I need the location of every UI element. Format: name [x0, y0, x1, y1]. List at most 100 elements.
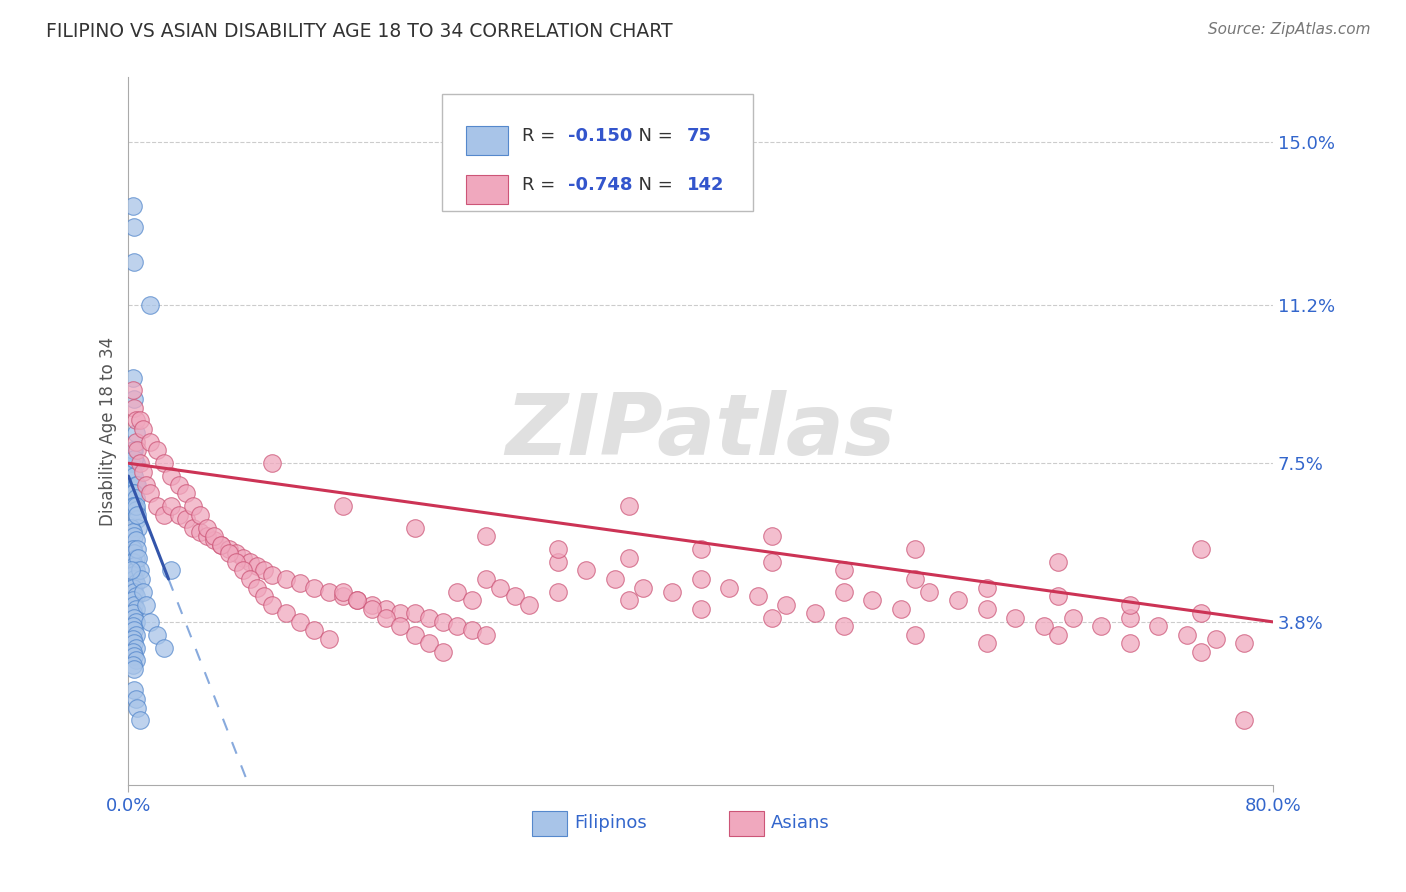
Point [404, 628, 426, 642]
Point [1175, 628, 1198, 642]
Point [121, 657, 143, 672]
Point [1119, 636, 1142, 650]
Point [124, 550, 146, 565]
Point [125, 477, 148, 491]
Point [122, 683, 145, 698]
Point [211, 538, 233, 552]
Point [121, 465, 143, 479]
Point [761, 610, 783, 624]
Point [374, 602, 396, 616]
Point [131, 572, 153, 586]
Point [121, 645, 143, 659]
Point [122, 662, 145, 676]
Point [122, 636, 145, 650]
Point [288, 615, 311, 629]
Point [120, 456, 142, 470]
Point [124, 628, 146, 642]
Point [225, 546, 247, 560]
Point [904, 628, 927, 642]
Point [404, 607, 426, 621]
Point [1047, 589, 1070, 603]
Point [689, 541, 711, 556]
Point [761, 529, 783, 543]
Point [122, 546, 145, 560]
Point [127, 550, 149, 565]
Point [1233, 714, 1256, 728]
Point [246, 559, 269, 574]
Point [121, 541, 143, 556]
Point [125, 443, 148, 458]
Point [122, 624, 145, 638]
Point [121, 567, 143, 582]
Point [121, 384, 143, 398]
Point [260, 598, 283, 612]
Point [124, 653, 146, 667]
Point [461, 593, 484, 607]
Point [146, 443, 169, 458]
Point [976, 602, 998, 616]
Point [139, 298, 162, 312]
Point [211, 538, 233, 552]
Point [1047, 628, 1070, 642]
Point [761, 555, 783, 569]
Point [603, 572, 626, 586]
Point [124, 413, 146, 427]
Point [181, 499, 204, 513]
Point [547, 541, 569, 556]
Text: FILIPINO VS ASIAN DISABILITY AGE 18 TO 34 CORRELATION CHART: FILIPINO VS ASIAN DISABILITY AGE 18 TO 3… [46, 22, 673, 41]
Point [503, 589, 526, 603]
Text: N =: N = [627, 176, 679, 194]
Text: ZIPatlas: ZIPatlas [506, 390, 896, 473]
Point [1189, 645, 1212, 659]
Point [122, 529, 145, 543]
Point [124, 491, 146, 505]
Point [446, 619, 468, 633]
Point [120, 520, 142, 534]
Point [1047, 555, 1070, 569]
Point [122, 220, 145, 235]
Text: Asians: Asians [770, 814, 830, 832]
Point [121, 199, 143, 213]
Point [475, 529, 498, 543]
Point [218, 546, 240, 560]
Point [181, 520, 204, 534]
Point [976, 581, 998, 595]
Point [124, 477, 146, 491]
Point [432, 645, 454, 659]
Point [124, 589, 146, 603]
Point [517, 598, 540, 612]
Point [127, 520, 149, 534]
Point [904, 572, 927, 586]
Point [1119, 610, 1142, 624]
Point [775, 598, 797, 612]
Point [1004, 610, 1026, 624]
Point [404, 520, 426, 534]
Point [225, 555, 247, 569]
Point [246, 581, 269, 595]
Point [318, 632, 340, 646]
Point [139, 615, 162, 629]
Point [489, 581, 512, 595]
Point [1205, 632, 1227, 646]
Point [360, 598, 382, 612]
Point [418, 636, 440, 650]
Point [160, 499, 183, 513]
Point [122, 610, 145, 624]
Point [121, 499, 143, 513]
Point [1147, 619, 1170, 633]
Point [239, 555, 262, 569]
Text: Filipinos: Filipinos [574, 814, 647, 832]
Point [288, 576, 311, 591]
Point [121, 607, 143, 621]
Point [332, 499, 354, 513]
Point [617, 499, 640, 513]
Point [832, 585, 855, 599]
Point [446, 585, 468, 599]
Point [146, 499, 169, 513]
Point [125, 541, 148, 556]
Point [304, 581, 326, 595]
Point [890, 602, 912, 616]
Point [121, 486, 143, 500]
Point [332, 585, 354, 599]
Point [1189, 541, 1212, 556]
